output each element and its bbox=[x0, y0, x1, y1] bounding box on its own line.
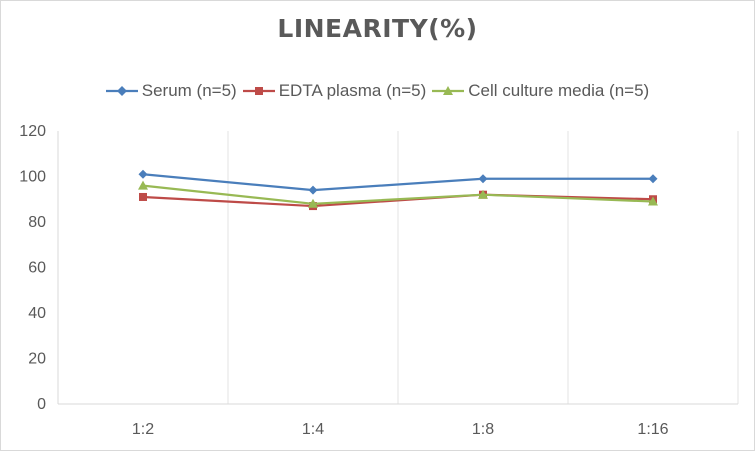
legend-label-cell-culture-media: Cell culture media (n=5) bbox=[468, 81, 650, 100]
x-tick-label: 1:2 bbox=[132, 421, 154, 438]
legend-item-edta-plasma: EDTA plasma (n=5) bbox=[242, 81, 427, 101]
data-point bbox=[138, 180, 148, 190]
y-tick-label: 100 bbox=[19, 169, 46, 186]
data-point bbox=[139, 192, 147, 201]
data-point bbox=[308, 198, 318, 208]
legend: Serum (n=5) EDTA plasma (n=5) Cell cultu… bbox=[0, 80, 755, 102]
data-point bbox=[478, 189, 488, 199]
y-tick-label: 20 bbox=[28, 351, 46, 368]
y-tick-label: 80 bbox=[28, 214, 46, 231]
data-point bbox=[138, 169, 148, 179]
legend-item-serum: Serum (n=5) bbox=[105, 81, 237, 101]
x-tick-label: 1:16 bbox=[637, 421, 668, 438]
y-tick-label: 40 bbox=[28, 305, 46, 322]
legend-swatch-edta-plasma bbox=[242, 87, 275, 95]
legend-swatch-cell-culture-media bbox=[432, 86, 465, 95]
data-point bbox=[478, 174, 488, 184]
data-point bbox=[648, 174, 658, 184]
series-line-2 bbox=[142, 184, 654, 205]
legend-label-serum: Serum (n=5) bbox=[141, 81, 237, 100]
y-tick-label: 0 bbox=[37, 396, 46, 413]
data-point bbox=[648, 196, 658, 206]
x-tick-label: 1:8 bbox=[472, 421, 494, 438]
y-tick-label: 120 bbox=[19, 123, 46, 140]
series-line-1 bbox=[142, 193, 654, 208]
data-point bbox=[308, 185, 318, 195]
y-tick-label: 60 bbox=[28, 260, 46, 277]
legend-item-cell-culture-media: Cell culture media (n=5) bbox=[432, 81, 649, 101]
legend-label-edta-plasma: EDTA plasma (n=5) bbox=[278, 81, 427, 100]
chart-title: LINEARITY(%) bbox=[277, 14, 478, 43]
x-tick-label: 1:4 bbox=[302, 421, 324, 438]
series-line-0 bbox=[142, 173, 653, 192]
legend-swatch-serum bbox=[105, 86, 138, 96]
